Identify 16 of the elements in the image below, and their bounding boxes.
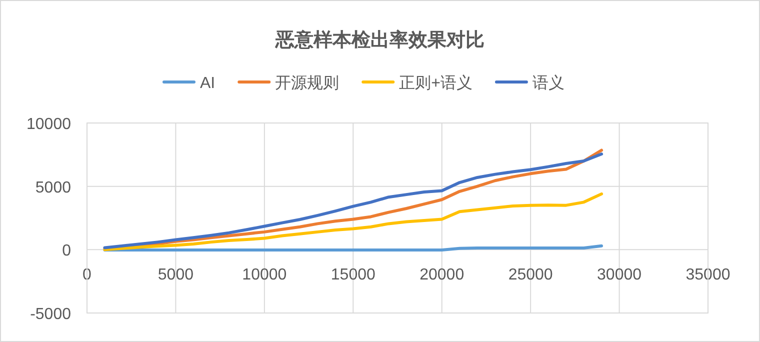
- legend-label: 开源规则: [275, 75, 340, 92]
- legend-label: 语义: [532, 74, 564, 92]
- chart-title: 恶意样本检出率效果对比: [274, 29, 484, 51]
- x-tick-label: 25000: [508, 266, 553, 284]
- x-tick-label: 5000: [158, 266, 194, 284]
- y-tick-label: 10000: [26, 116, 72, 133]
- x-tick-label: 30000: [597, 266, 642, 284]
- y-tick-label: -5000: [30, 306, 72, 323]
- x-tick-label: 15000: [330, 266, 376, 284]
- x-tick-label: 20000: [420, 266, 464, 284]
- y-tick-label: 5000: [35, 179, 72, 196]
- x-tick-label: 35000: [686, 266, 730, 284]
- legend-label: 正则+语义: [399, 74, 472, 92]
- x-tick-label: 10000: [242, 266, 287, 284]
- legend-label: AI: [200, 75, 216, 92]
- y-tick-label: 0: [62, 242, 72, 260]
